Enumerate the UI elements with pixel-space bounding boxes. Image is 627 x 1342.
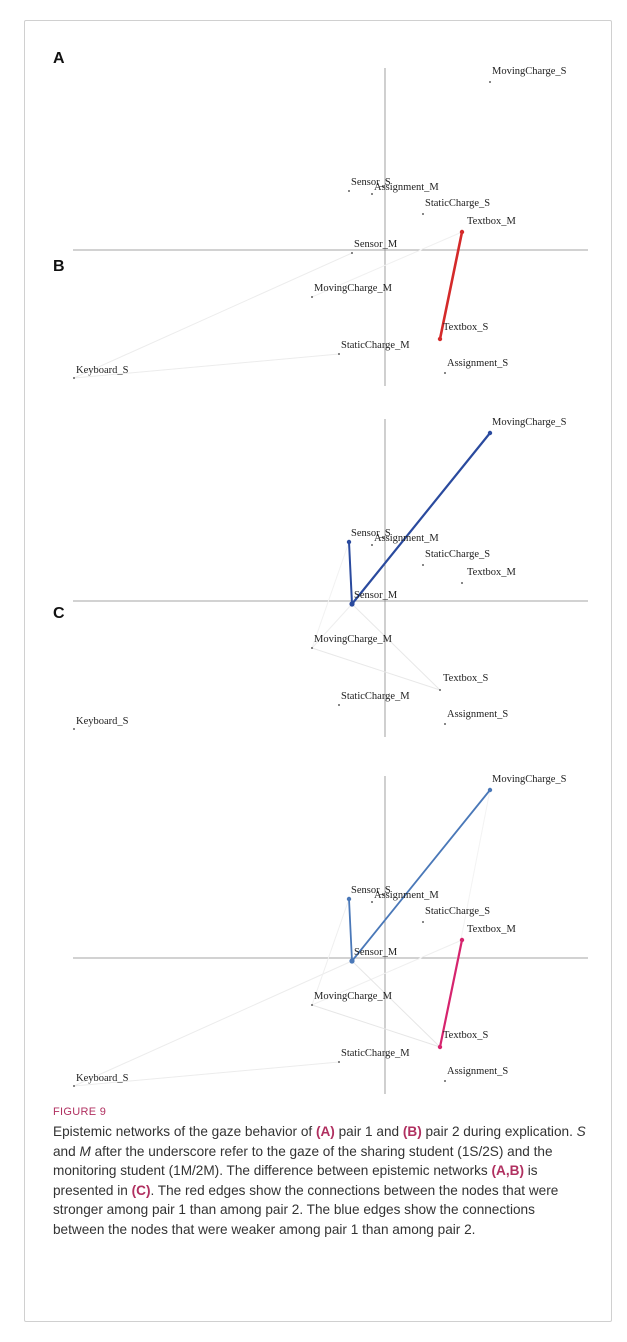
node-keyboard-s [73,1085,75,1087]
node-sensor-m [349,958,355,964]
node-label-staticcharge-m: StaticCharge_M [341,1048,410,1059]
node-staticcharge-s [422,921,424,923]
edge-keyboard-s-staticcharge-m [73,353,340,379]
panel-label-a: A [53,50,65,67]
node-assignment-m [371,193,373,195]
figure-frame [24,20,612,1322]
edge-keyboard-s-sensor-m [73,252,353,379]
panel-label-c: C [53,605,65,622]
panel-label-b: B [53,258,65,275]
epistemic-network-figure: MovingCharge_SSensor_SAssignment_MStatic… [73,66,588,1094]
node-assignment-m [371,544,373,546]
node-label-textbox-s: Textbox_S [443,1030,489,1041]
node-staticcharge-s [422,213,424,215]
node-label-assignment-m: Assignment_M [374,890,439,901]
node-label-movingcharge-s: MovingCharge_S [492,417,567,428]
node-label-assignment-m: Assignment_M [374,182,439,193]
node-textbox-s [439,689,441,691]
edge-sensor-m-sensor-s [348,898,353,962]
node-label-sensor-s: Sensor_S [351,177,391,188]
node-movingcharge-m [311,647,313,649]
node-textbox-s [437,336,443,342]
node-label-sensor-m: Sensor_M [354,947,398,958]
edge-movingcharge-m-textbox-s [311,1004,441,1048]
node-movingcharge-s [487,430,493,436]
node-label-staticcharge-m: StaticCharge_M [341,340,410,351]
node-label-textbox-s: Textbox_S [443,673,489,684]
node-label-textbox-m: Textbox_M [467,924,517,935]
node-label-sensor-s: Sensor_S [351,885,391,896]
node-label-movingcharge-s: MovingCharge_S [492,66,567,77]
node-textbox-m [459,229,465,235]
node-assignment-m [371,901,373,903]
edge-sensor-m-movingcharge-s [350,431,492,606]
node-label-movingcharge-m: MovingCharge_M [314,991,393,1002]
node-sensor-m [351,252,353,254]
node-textbox-s [437,1044,443,1050]
edge-sensor-s-movingcharge-m [311,541,350,649]
node-label-staticcharge-s: StaticCharge_S [425,549,490,560]
node-label-textbox-m: Textbox_M [467,216,517,227]
edge-textbox-m-textbox-s [438,230,464,341]
node-movingcharge-m [311,296,313,298]
node-label-assignment-m: Assignment_M [374,533,439,544]
node-staticcharge-m [338,704,340,706]
edge-movingcharge-m-textbox-m [311,231,463,298]
node-label-staticcharge-s: StaticCharge_S [425,198,490,209]
node-label-assignment-s: Assignment_S [447,358,508,369]
edge-sensor-s-movingcharge-m [311,898,350,1006]
node-label-keyboard-s: Keyboard_S [76,1073,129,1084]
node-label-movingcharge-s: MovingCharge_S [492,774,567,785]
figure-tag: FIGURE 9 [53,1106,107,1118]
edge-keyboard-s-sensor-m [73,960,353,1087]
node-label-sensor-m: Sensor_M [354,590,398,601]
edge-keyboard-s-staticcharge-m [73,1061,340,1087]
node-textbox-m [461,582,463,584]
node-label-sensor-m: Sensor_M [354,239,398,250]
node-assignment-s [444,723,446,725]
edge-sensor-m-movingcharge-s [351,789,491,962]
node-label-staticcharge-s: StaticCharge_S [425,906,490,917]
node-label-staticcharge-m: StaticCharge_M [341,691,410,702]
edge-sensor-m-textbox-s [351,603,441,691]
node-keyboard-s [73,377,75,379]
node-label-assignment-s: Assignment_S [447,709,508,720]
node-sensor-m [349,601,355,607]
node-label-keyboard-s: Keyboard_S [76,365,129,376]
node-sensor-s [346,539,352,545]
node-label-textbox-m: Textbox_M [467,567,517,578]
node-sensor-s [348,190,350,192]
node-staticcharge-m [338,353,340,355]
node-label-assignment-s: Assignment_S [447,1066,508,1077]
node-movingcharge-s [489,81,491,83]
node-assignment-s [444,372,446,374]
node-label-movingcharge-m: MovingCharge_M [314,634,393,645]
figure-caption: Epistemic networks of the gaze behavior … [53,1124,586,1237]
node-label-keyboard-s: Keyboard_S [76,716,129,727]
edge-movingcharge-m-textbox-m [311,939,463,1006]
node-movingcharge-m [311,1004,313,1006]
node-textbox-m [459,937,465,943]
node-label-movingcharge-m: MovingCharge_M [314,283,393,294]
edge-movingcharge-m-sensor-m [311,603,353,649]
edge-sensor-m-sensor-s [348,541,353,605]
node-staticcharge-m [338,1061,340,1063]
edge-textbox-m-textbox-s [438,938,464,1049]
edge-sensor-m-textbox-s [351,960,441,1048]
node-staticcharge-s [422,564,424,566]
node-label-textbox-s: Textbox_S [443,322,489,333]
node-label-sensor-s: Sensor_S [351,528,391,539]
node-keyboard-s [73,728,75,730]
node-assignment-s [444,1080,446,1082]
node-sensor-s [346,896,352,902]
node-movingcharge-s [487,787,493,793]
edge-movingcharge-m-textbox-s [311,647,441,691]
